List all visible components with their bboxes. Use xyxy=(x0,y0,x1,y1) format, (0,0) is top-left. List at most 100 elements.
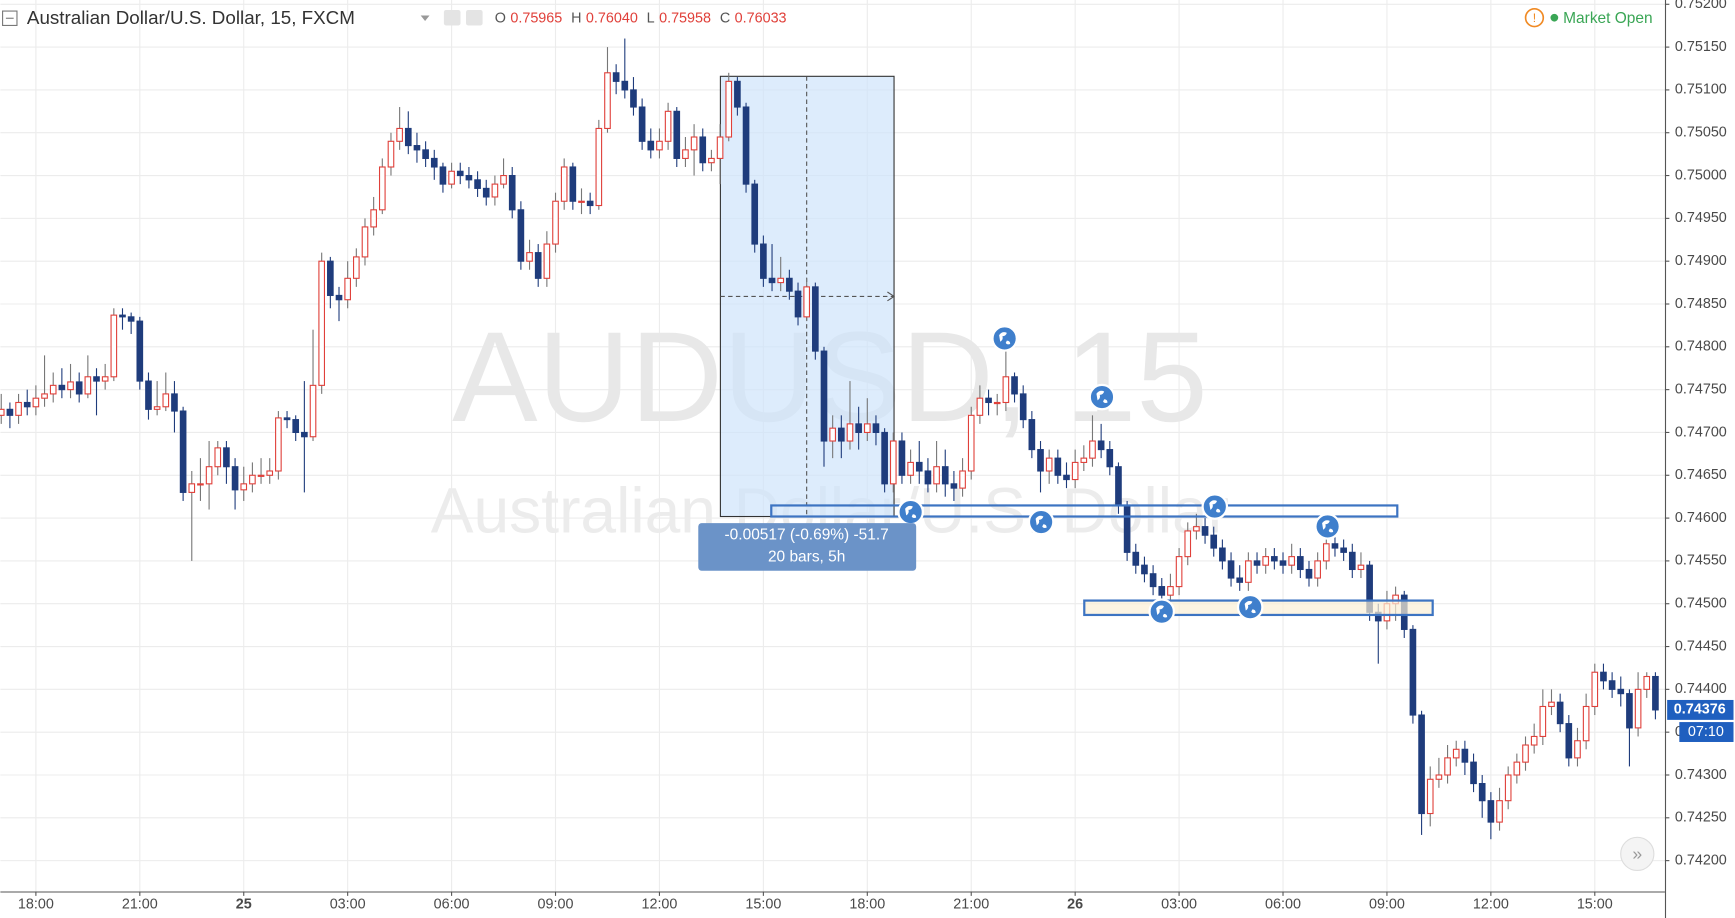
candle-body xyxy=(560,166,568,202)
candle-body xyxy=(1227,560,1235,579)
y-tick-label: 0.74500 xyxy=(1675,596,1727,612)
candle-body xyxy=(58,384,66,391)
candle-body xyxy=(1297,556,1304,571)
candle-body xyxy=(716,136,724,159)
candle-body xyxy=(552,200,559,245)
candle-body xyxy=(664,110,672,142)
candle-body xyxy=(500,174,507,185)
candle-body xyxy=(491,183,499,198)
candle-body xyxy=(1600,671,1607,682)
candle-body xyxy=(353,256,360,279)
candle-body xyxy=(682,149,689,159)
candle-body xyxy=(1331,543,1339,549)
x-tick-label: 03:00 xyxy=(330,897,366,913)
chart-title: Australian Dollar/U.S. Dollar, 15, FXCM xyxy=(27,7,355,28)
candle-body xyxy=(1193,526,1200,532)
measure-text: -0.00517 (-0.69%) -51.7 xyxy=(725,526,889,543)
candle-body xyxy=(422,149,429,159)
x-tick-label: 03:00 xyxy=(1161,897,1197,913)
toolbar-icon[interactable] xyxy=(466,9,483,26)
x-tick-label: 21:00 xyxy=(122,897,158,913)
range-box xyxy=(770,504,1399,518)
candle-body xyxy=(777,277,785,284)
candle-body xyxy=(101,376,109,382)
event-marker-land xyxy=(1156,605,1168,618)
candle-body xyxy=(1288,556,1295,566)
candle-body xyxy=(993,401,1001,405)
candle-body xyxy=(829,427,836,442)
event-marker-land xyxy=(999,332,1011,345)
candle-body xyxy=(1418,714,1425,815)
candle-body xyxy=(1574,740,1581,759)
candle-body xyxy=(84,376,92,395)
event-marker-land xyxy=(1209,500,1221,513)
candle-body xyxy=(1219,547,1226,562)
ohlc-key: O xyxy=(495,11,506,27)
y-tick-label: 0.74300 xyxy=(1675,767,1727,783)
y-tick-label: 0.74750 xyxy=(1675,381,1727,397)
candle-body xyxy=(1305,568,1313,579)
candle-body xyxy=(249,474,256,485)
event-marker xyxy=(1088,383,1116,411)
candle-body xyxy=(1080,457,1088,463)
candle-body xyxy=(32,397,40,408)
candle-body xyxy=(413,145,421,151)
candle-body xyxy=(708,157,715,164)
candle-body xyxy=(1063,474,1070,481)
candle-body xyxy=(1513,761,1521,776)
warning-icon[interactable] xyxy=(1524,8,1545,28)
candle-body xyxy=(0,408,5,416)
candle-body xyxy=(439,166,447,185)
y-tick-label: 0.74200 xyxy=(1675,852,1727,868)
candle-body xyxy=(543,243,551,279)
candle-body xyxy=(604,72,611,130)
candle-body xyxy=(1028,419,1036,451)
candle-body xyxy=(179,410,187,493)
candle-body xyxy=(387,140,395,168)
toolbar-icon[interactable] xyxy=(443,9,461,26)
event-marker xyxy=(1027,508,1055,536)
candle-body xyxy=(820,350,828,442)
candle-body xyxy=(1045,457,1053,472)
candle-body xyxy=(1158,586,1166,596)
candle-body xyxy=(119,314,126,318)
candle-body xyxy=(751,183,759,245)
event-marker xyxy=(1236,593,1264,621)
candle-body xyxy=(292,419,300,434)
y-tick-label: 0.74850 xyxy=(1675,296,1727,312)
dropdown-caret[interactable] xyxy=(420,15,430,22)
candle-body xyxy=(127,316,135,322)
candle-body xyxy=(967,414,975,472)
candle-body xyxy=(1617,688,1625,695)
candle-body xyxy=(1262,556,1270,566)
candle-body xyxy=(456,170,464,177)
candle-body xyxy=(907,461,914,476)
x-tick-label: 21:00 xyxy=(953,897,989,913)
y-tick-label: 0.74600 xyxy=(1675,510,1727,526)
candle-body xyxy=(1435,774,1443,780)
candle-body xyxy=(578,200,585,203)
candle-body xyxy=(621,80,629,91)
x-tick-label: 25 xyxy=(236,897,252,913)
candle-body xyxy=(794,290,802,318)
candle-body xyxy=(586,200,594,207)
candle-body xyxy=(1167,586,1174,596)
candle-body xyxy=(1071,461,1079,481)
ohlc-value: 0.75965 xyxy=(510,11,562,27)
candle-body xyxy=(673,110,681,159)
y-tick-label: 0.75050 xyxy=(1675,125,1727,141)
candle-body xyxy=(309,384,317,438)
candle-body xyxy=(1089,440,1096,459)
candle-body xyxy=(1478,783,1486,802)
candle-body xyxy=(171,393,178,412)
scroll-button[interactable] xyxy=(1620,836,1655,871)
candle-body xyxy=(448,170,455,185)
candle-body xyxy=(863,423,871,434)
candle-body xyxy=(370,209,377,228)
candle-body xyxy=(153,406,161,410)
candle-body xyxy=(275,417,282,472)
candle-body xyxy=(1340,547,1347,553)
candle-body xyxy=(985,397,992,404)
countdown-label: 07:10 xyxy=(1688,724,1724,740)
